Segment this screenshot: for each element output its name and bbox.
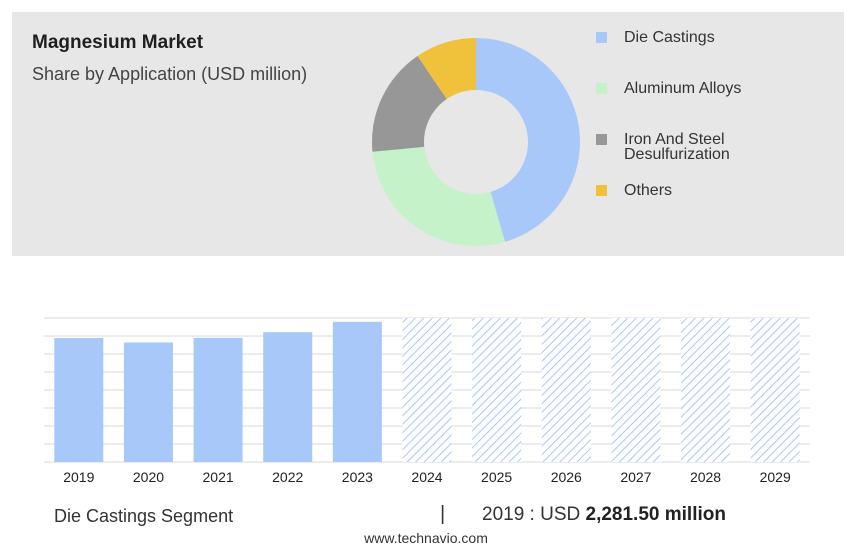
bar-2020 (123, 342, 173, 462)
segment-value: 2019 : USD 2,281.50 million (482, 504, 726, 526)
bar-2019 (54, 338, 104, 462)
bar-2021 (193, 337, 243, 462)
bar-chart: 2019 2020 2021 2022 2023 2024 2025 2026 2027 2028… (44, 317, 810, 485)
legend-item-aluminum-alloys: Aluminum Alloys (596, 80, 742, 97)
legend-item-iron-and-steel-desulfurization: Iron And Steel Desulfurization (596, 131, 764, 163)
legend-swatch (596, 32, 607, 43)
x-tick-label: 2026 (551, 469, 582, 485)
forecast-bar-2026 (541, 318, 591, 462)
forecast-bar-2028 (681, 318, 731, 462)
legend-label: Aluminum Alloys (624, 80, 742, 97)
chart-title: Magnesium Market (32, 32, 204, 53)
forecast-bar-2025 (472, 318, 522, 462)
bar-2023 (332, 321, 382, 462)
donut-chart (372, 38, 580, 247)
legend-swatch (596, 83, 607, 94)
segment-label: Die Castings Segment (54, 506, 234, 526)
forecast-bar-2029 (750, 318, 800, 462)
x-tick-label: 2020 (133, 469, 164, 485)
legend-label: Iron And Steel Desulfurization (624, 131, 730, 163)
legend-item-die-castings: Die Castings (596, 29, 715, 46)
bar-2022 (263, 332, 313, 462)
source-url: www.technavio.com (364, 530, 488, 546)
legend-item-others: Others (596, 182, 673, 199)
x-tick-label: 2025 (481, 469, 512, 485)
x-tick-label: 2028 (690, 469, 721, 485)
chart-subtitle: Share by Application (USD million) (32, 64, 308, 84)
x-tick-label: 2022 (272, 469, 303, 485)
x-tick-label: 2023 (342, 469, 373, 485)
legend-swatch (596, 134, 607, 145)
x-tick-label: 2024 (411, 469, 442, 485)
segment-value-amount: 2,281.50 million (585, 504, 726, 525)
donut-slice-aluminum-alloys (372, 146, 506, 247)
x-tick-label: 2019 (63, 469, 94, 485)
donut-slice-iron-and-steel-desulfurization (372, 55, 447, 152)
footer-separator: | (440, 503, 446, 525)
segment-value-prefix: 2019 : USD (482, 504, 586, 525)
forecast-bar-2027 (611, 318, 661, 462)
x-tick-label: 2029 (760, 469, 791, 485)
donut-slice-die-castings (476, 38, 580, 242)
legend-swatch (596, 185, 607, 196)
x-tick-label: 2027 (620, 469, 651, 485)
forecast-bar-2024 (402, 318, 452, 462)
legend-label: Die Castings (624, 29, 715, 46)
legend-label: Others (624, 182, 673, 199)
x-tick-label: 2021 (203, 469, 234, 485)
donut-slice-others (417, 38, 476, 99)
